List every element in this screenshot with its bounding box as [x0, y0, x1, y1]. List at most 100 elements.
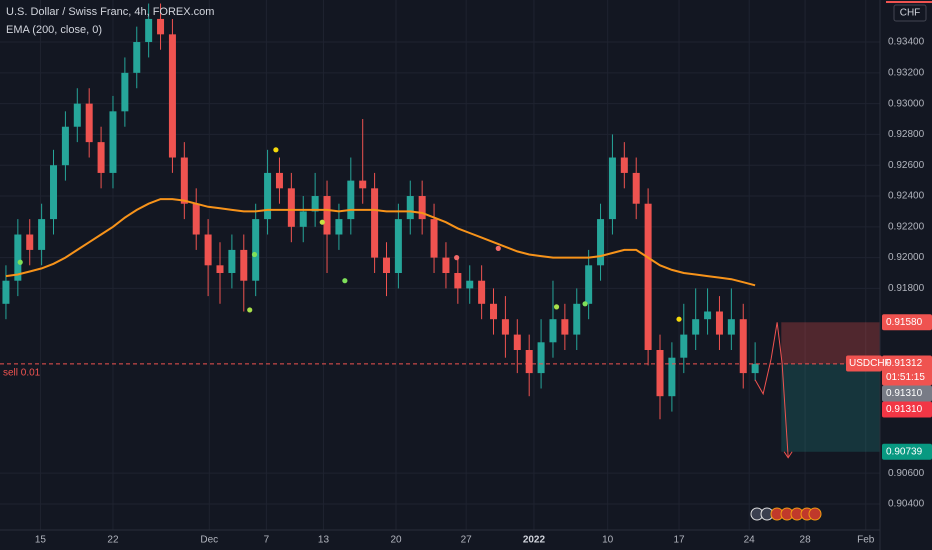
- candle-body: [620, 157, 628, 173]
- signal-marker: [273, 147, 279, 153]
- signal-marker: [17, 259, 23, 265]
- target-zone: [781, 363, 880, 452]
- grid-layer: [0, 0, 880, 530]
- signal-marker: [454, 255, 460, 261]
- candle-body: [157, 18, 165, 35]
- candle-body: [680, 334, 688, 358]
- candle-body: [275, 172, 283, 189]
- candle-body: [38, 219, 46, 250]
- last-price-bg: [882, 355, 932, 386]
- signal-marker: [553, 304, 560, 310]
- event-icon: [808, 507, 822, 521]
- candle-body: [73, 103, 81, 127]
- candle-body: [715, 311, 723, 335]
- target-price-label-bg: [882, 443, 932, 460]
- candle-body: [228, 249, 236, 274]
- candle-body: [61, 126, 69, 166]
- x-tick-label: 2022: [523, 535, 546, 546]
- y-tick-label: 0.93200: [888, 67, 925, 78]
- candle-body: [192, 203, 200, 235]
- y-tick-label: 0.92000: [888, 252, 925, 263]
- candle-body: [418, 196, 426, 220]
- candle-body: [97, 142, 105, 173]
- y-tick-label: 0.90600: [888, 468, 925, 479]
- stop-price-label: 0.91580: [886, 317, 923, 328]
- x-tick-label: 27: [461, 535, 473, 546]
- candle-body: [252, 219, 260, 281]
- candle-body: [145, 18, 153, 43]
- overlay-layer: sell 0.01: [0, 147, 880, 459]
- x-tick-label: 28: [800, 535, 812, 546]
- signal-marker: [319, 219, 325, 225]
- candle-body: [751, 363, 759, 374]
- event-icons: [750, 507, 822, 521]
- candle-body: [216, 265, 224, 274]
- candle-body: [335, 219, 343, 235]
- candle-body: [537, 342, 545, 374]
- candle-body: [382, 257, 390, 274]
- candle-body: [442, 257, 450, 274]
- signal-marker: [495, 245, 501, 251]
- candle-body: [501, 319, 509, 335]
- symbol-badge-bg: [846, 355, 882, 372]
- candle-body: [668, 357, 676, 397]
- candle-body: [704, 311, 712, 320]
- position-layer: [781, 322, 880, 452]
- candle-body: [264, 172, 272, 220]
- x-tick-label: 17: [673, 535, 685, 546]
- candle-body: [739, 319, 747, 374]
- candle-body: [323, 196, 331, 235]
- candle-body: [2, 280, 10, 304]
- indicator-legend: EMA (200, close, 0): [6, 24, 102, 36]
- y-tick-label: 0.92200: [888, 221, 925, 232]
- candle-body: [549, 319, 557, 343]
- currency-box[interactable]: [893, 4, 927, 22]
- candle-body: [573, 303, 581, 335]
- candle-body: [180, 157, 188, 204]
- candle-body: [299, 211, 307, 227]
- signal-marker: [342, 278, 348, 284]
- y-tick-label: 0.92600: [888, 160, 925, 171]
- projection-arrow: [754, 322, 789, 457]
- y-tick-label: 0.91800: [888, 283, 925, 294]
- candle-body: [490, 303, 498, 320]
- axis-layer: 0.93400 0.93200 0.93000 0.92800 0.92600 0.924…: [35, 37, 932, 546]
- y-tick-label: 0.93400: [888, 37, 925, 48]
- x-tick-label: 7: [264, 535, 270, 546]
- y-tick-label: 0.93000: [888, 98, 925, 109]
- candle-body: [394, 219, 402, 274]
- y-tick-label: 0.92800: [888, 129, 925, 140]
- candle-body: [513, 334, 521, 350]
- y-tick-label: 0.92400: [888, 191, 925, 202]
- candle-body: [109, 111, 117, 173]
- signal-marker: [247, 307, 253, 313]
- signal-marker: [676, 316, 682, 322]
- y-tick-label: 0.90400: [888, 499, 925, 510]
- candle-body: [525, 349, 533, 374]
- stop-price-label-bg: [882, 314, 932, 331]
- candle-body: [359, 180, 367, 189]
- signal-marker: [251, 251, 258, 258]
- candle-body: [454, 273, 462, 289]
- candle-body: [632, 172, 640, 204]
- candle-body: [585, 265, 593, 304]
- candle-body: [371, 188, 379, 258]
- candle-body: [204, 234, 212, 266]
- position-label: sell 0.01: [3, 367, 41, 378]
- candle-body: [561, 319, 569, 335]
- candle-body: [347, 180, 355, 220]
- target-price-label: 0.90739: [886, 446, 923, 457]
- candle-body: [85, 103, 93, 143]
- candle-body: [26, 234, 34, 250]
- bid-price-label-bg: [882, 385, 932, 402]
- x-tick-label: 20: [390, 535, 402, 546]
- x-tick-label: 22: [107, 535, 119, 546]
- x-tick-label: 10: [602, 535, 614, 546]
- candle-body: [133, 42, 141, 73]
- candle-layer: [2, 3, 759, 420]
- signal-marker: [582, 301, 588, 307]
- entry-price-label-bg: [882, 401, 932, 418]
- candle-body: [597, 219, 605, 266]
